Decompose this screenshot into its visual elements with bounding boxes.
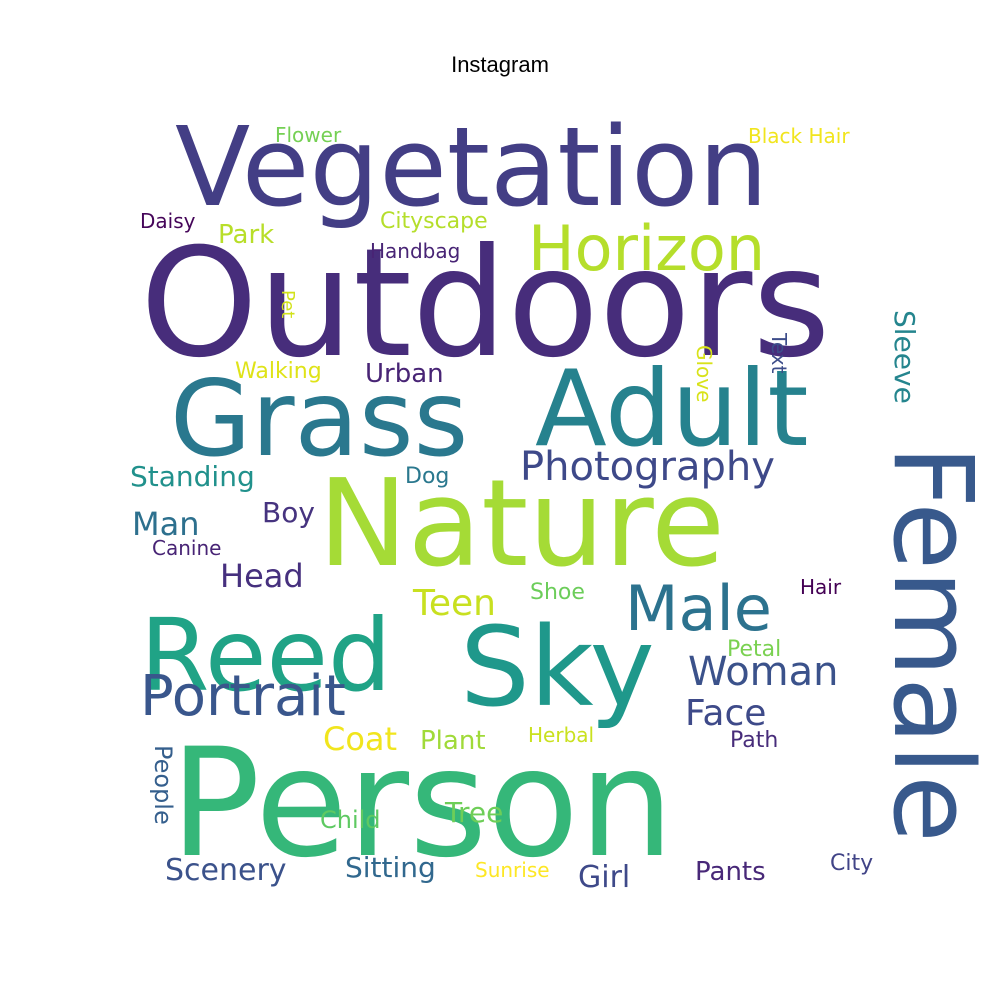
word-canine: Canine — [152, 536, 221, 560]
word-sky: Sky — [460, 603, 655, 731]
word-shoe: Shoe — [530, 580, 585, 605]
word-outdoors: Outdoors — [140, 217, 831, 391]
word-dog: Dog — [405, 464, 449, 489]
word-urban: Urban — [365, 359, 444, 389]
word-people: People — [149, 745, 177, 825]
word-petal: Petal — [727, 637, 781, 662]
word-sunrise: Sunrise — [475, 858, 550, 882]
word-pet: Pet — [277, 290, 298, 318]
word-walking: Walking — [235, 359, 322, 384]
word-boy: Boy — [262, 496, 315, 529]
word-scenery: Scenery — [165, 853, 287, 888]
word-hair: Hair — [800, 575, 842, 599]
word-photography: Photography — [520, 444, 775, 490]
word-daisy: Daisy — [140, 209, 196, 233]
word-glove: Glove — [692, 345, 716, 402]
word-face: Face — [685, 693, 766, 734]
word-child: Child — [320, 806, 381, 834]
word-cityscape: Cityscape — [380, 209, 488, 234]
chart-title: Instagram — [451, 52, 549, 77]
word-female: Female — [869, 445, 997, 843]
word-girl: Girl — [578, 860, 630, 895]
word-path: Path — [730, 728, 778, 753]
word-horizon: Horizon — [528, 212, 765, 285]
word-man: Man — [132, 505, 200, 543]
word-person: Person — [170, 717, 674, 891]
word-head: Head — [220, 557, 304, 595]
word-male: Male — [625, 572, 772, 645]
word-portrait: Portrait — [140, 664, 346, 729]
word-text: Text — [767, 332, 791, 374]
word-pants: Pants — [695, 857, 766, 887]
word-adult: Adult — [535, 348, 809, 470]
word-woman: Woman — [688, 649, 839, 695]
word-herbal: Herbal — [528, 723, 594, 747]
word-plant: Plant — [420, 726, 486, 756]
word-standing: Standing — [130, 460, 255, 493]
word-city: City — [830, 851, 873, 876]
word-sleeve: Sleeve — [888, 310, 921, 404]
word-grass: Grass — [170, 358, 468, 480]
word-black-hair: Black Hair — [748, 124, 850, 148]
word-coat: Coat — [323, 720, 397, 758]
word-nature: Nature — [318, 455, 725, 594]
word-sitting: Sitting — [345, 851, 436, 884]
word-park: Park — [218, 220, 274, 250]
word-vegetation: Vegetation — [175, 103, 768, 231]
word-teen: Teen — [412, 583, 496, 624]
word-reed: Reed — [140, 597, 392, 714]
word-tree: Tree — [444, 796, 503, 829]
word-handbag: Handbag — [370, 239, 460, 263]
word-flower: Flower — [275, 123, 342, 147]
